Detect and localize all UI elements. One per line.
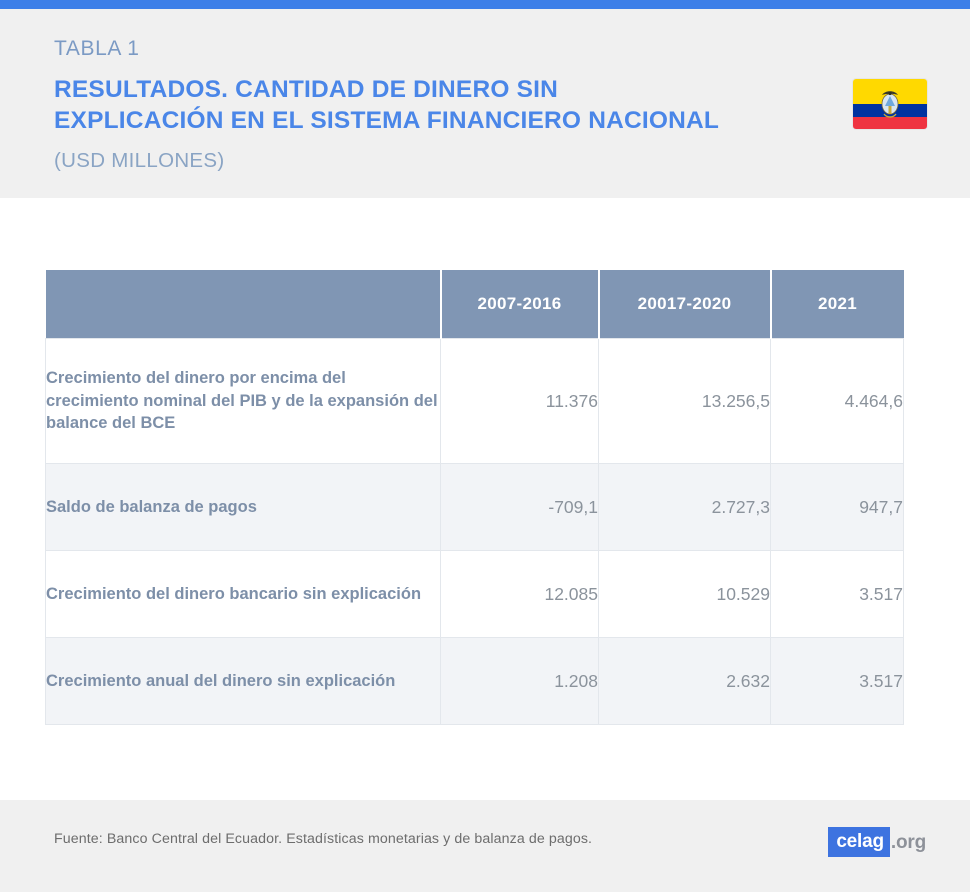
- row-value-2007-2016: 12.085: [440, 550, 599, 638]
- column-header-label: [45, 270, 442, 339]
- row-value-20017-2020: 2.632: [598, 637, 771, 725]
- footer-band: Fuente: Banco Central del Ecuador. Estad…: [0, 800, 970, 892]
- row-value-20017-2020: 10.529: [598, 550, 771, 638]
- row-label: Crecimiento del dinero por encima del cr…: [45, 338, 441, 464]
- results-table-container: 2007-2016 20017-2020 2021 Crecimiento de…: [45, 270, 904, 725]
- ecuador-flag-icon: [853, 79, 927, 129]
- celag-logo-name: celag: [828, 827, 890, 857]
- results-table: 2007-2016 20017-2020 2021 Crecimiento de…: [45, 270, 904, 725]
- celag-logo[interactable]: celag .org: [828, 827, 926, 857]
- table-kicker: TABLA 1: [54, 37, 140, 60]
- row-value-20017-2020: 2.727,3: [598, 463, 771, 551]
- ecuador-coat-of-arms-icon: [881, 91, 899, 118]
- column-header-20017-2020: 20017-2020: [598, 270, 772, 339]
- row-value-2021: 3.517: [770, 550, 904, 638]
- source-note: Fuente: Banco Central del Ecuador. Estad…: [54, 831, 593, 847]
- row-value-2021: 4.464,6: [770, 338, 904, 464]
- table-body: Crecimiento del dinero por encima del cr…: [45, 338, 904, 725]
- table-row: Crecimiento del dinero bancario sin expl…: [45, 550, 904, 638]
- table-row: Saldo de balanza de pagos -709,1 2.727,3…: [45, 463, 904, 551]
- row-label: Saldo de balanza de pagos: [45, 463, 441, 551]
- row-value-20017-2020: 13.256,5: [598, 338, 771, 464]
- flag-band-red: [853, 116, 927, 129]
- header-band: TABLA 1 RESULTADOS. CANTIDAD DE DINERO S…: [0, 9, 970, 198]
- page-title: RESULTADOS. CANTIDAD DE DINERO SIN EXPLI…: [54, 75, 814, 137]
- column-header-2007-2016: 2007-2016: [440, 270, 600, 339]
- table-header-row: 2007-2016 20017-2020 2021: [45, 270, 904, 339]
- row-value-2021: 947,7: [770, 463, 904, 551]
- table-row: Crecimiento anual del dinero sin explica…: [45, 637, 904, 725]
- row-value-2021: 3.517: [770, 637, 904, 725]
- row-label: Crecimiento del dinero bancario sin expl…: [45, 550, 441, 638]
- column-header-2021: 2021: [770, 270, 904, 339]
- row-value-2007-2016: 11.376: [440, 338, 599, 464]
- table-row: Crecimiento del dinero por encima del cr…: [45, 338, 904, 464]
- row-value-2007-2016: -709,1: [440, 463, 599, 551]
- row-label: Crecimiento anual del dinero sin explica…: [45, 637, 441, 725]
- table-header: 2007-2016 20017-2020 2021: [45, 270, 904, 339]
- row-value-2007-2016: 1.208: [440, 637, 599, 725]
- top-accent-bar: [0, 0, 970, 9]
- header-text-block: TABLA 1 RESULTADOS. CANTIDAD DE DINERO S…: [54, 38, 916, 171]
- units-subtitle: (USD MILLONES): [54, 148, 225, 172]
- page-title-line-2: EXPLICACIÓN EN EL SISTEMA FINANCIERO NAC…: [54, 106, 720, 134]
- page-title-line-1: RESULTADOS. CANTIDAD DE DINERO SIN: [54, 76, 559, 103]
- celag-logo-tld: .org: [890, 831, 926, 853]
